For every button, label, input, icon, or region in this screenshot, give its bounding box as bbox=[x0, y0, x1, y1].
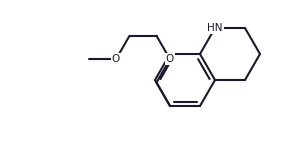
Text: O: O bbox=[112, 54, 120, 64]
Text: HN: HN bbox=[207, 23, 223, 33]
Text: O: O bbox=[166, 54, 174, 64]
